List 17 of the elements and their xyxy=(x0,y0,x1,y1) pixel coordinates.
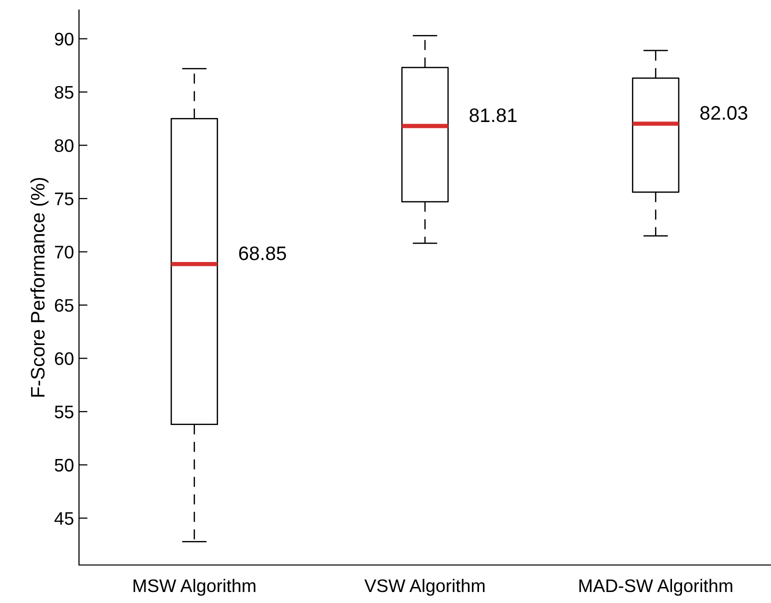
y-tick-label: 85 xyxy=(54,86,74,99)
y-axis-title: F-Score Performance (%) xyxy=(30,178,48,397)
y-tick-label: 45 xyxy=(54,512,74,525)
y-tick-label: 60 xyxy=(54,352,74,366)
x-tick-label: VSW Algorithm xyxy=(364,578,485,596)
y-tick-label: 80 xyxy=(54,139,74,152)
y-tick-label: 55 xyxy=(54,406,74,418)
y-tick-label: 75 xyxy=(54,192,74,206)
annotation: 82.03 xyxy=(700,106,748,120)
x-tick-label: MSW Algorithm xyxy=(134,578,256,596)
y-tick-label: 65 xyxy=(54,299,74,312)
annotation: 81.81 xyxy=(470,108,517,122)
x-tick-label: MAD-SW Algorithm xyxy=(579,578,732,596)
y-tick-label: 70 xyxy=(54,246,74,259)
y-tick-label: 50 xyxy=(54,458,74,472)
annotation: 68.85 xyxy=(239,246,286,260)
y-tick-label: 90 xyxy=(54,32,74,46)
